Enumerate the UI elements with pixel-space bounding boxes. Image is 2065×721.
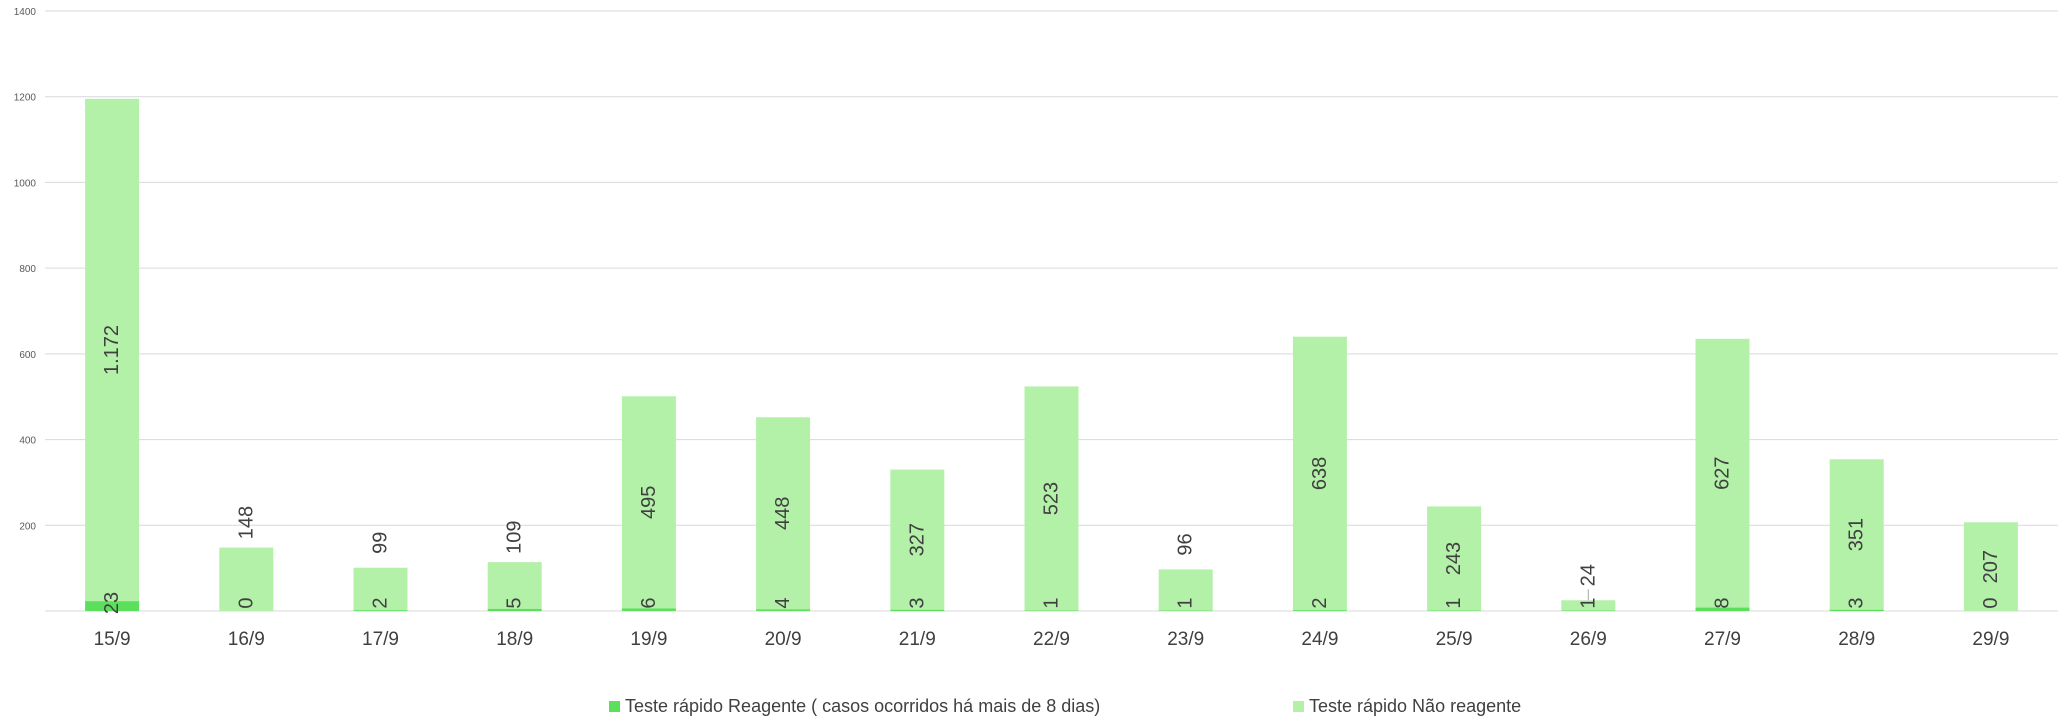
data-label-nao-reagente: 96 <box>1175 533 1197 555</box>
data-label-reagente: 1 <box>1175 597 1197 608</box>
data-label-nao-reagente: 99 <box>370 532 392 554</box>
bar-nao-reagente <box>1561 600 1616 611</box>
bar-reagente <box>1829 609 1884 611</box>
data-label-nao-reagente: 627 <box>1712 457 1734 490</box>
bar-nao-reagente <box>890 469 945 610</box>
data-label-nao-reagente: 148 <box>235 506 257 539</box>
data-label-nao-reagente: 523 <box>1041 482 1063 515</box>
x-tick-label: 21/9 <box>899 629 936 650</box>
data-label-reagente: 4 <box>772 597 794 608</box>
legend-item-reagente: Teste rápido Reagente ( casos ocorridos … <box>609 696 1100 717</box>
bar-nao-reagente <box>621 396 676 609</box>
data-label-reagente: 0 <box>1980 597 2002 608</box>
x-tick-label: 15/9 <box>94 629 131 650</box>
bar-reagente <box>1292 610 1347 611</box>
data-label-reagente: 1 <box>1443 597 1465 608</box>
x-tick-label: 27/9 <box>1704 629 1741 650</box>
bar-reagente <box>1695 607 1750 611</box>
bar-nao-reagente <box>1292 336 1347 611</box>
y-tick-label: 1400 <box>14 7 37 18</box>
bar-reagente <box>621 608 676 611</box>
data-label-reagente: 2 <box>1309 597 1331 608</box>
bar-reagente <box>756 609 811 611</box>
legend-swatch-reagente <box>609 701 620 712</box>
y-tick-label: 600 <box>19 350 36 361</box>
data-label-nao-reagente: 207 <box>1980 550 2002 583</box>
x-tick-label: 16/9 <box>228 629 265 650</box>
bar-nao-reagente <box>1024 386 1079 611</box>
x-tick-label: 22/9 <box>1033 629 1070 650</box>
data-label-reagente: 2 <box>370 597 392 608</box>
bar-nao-reagente <box>1963 522 2018 611</box>
y-tick-label: 200 <box>19 521 36 532</box>
legend-label-nao-reagente: Teste rápido Não reagente <box>1309 696 1522 716</box>
data-label-reagente: 3 <box>906 597 928 608</box>
data-label-nao-reagente: 327 <box>906 523 928 556</box>
data-label-nao-reagente: 495 <box>638 486 660 519</box>
bar-nao-reagente <box>353 567 408 611</box>
x-tick-label: 20/9 <box>765 629 802 650</box>
x-tick-label: 23/9 <box>1167 629 1204 650</box>
legend-item-nao-reagente: Teste rápido Não reagente <box>1293 696 1521 717</box>
bar-nao-reagente <box>1158 569 1213 611</box>
x-tick-label: 17/9 <box>362 629 399 650</box>
data-label-nao-reagente: 109 <box>504 520 526 553</box>
data-label-reagente: 8 <box>1712 597 1734 608</box>
data-label-nao-reagente: 24 <box>1577 564 1599 586</box>
y-tick-label: 800 <box>19 264 36 275</box>
bar-nao-reagente <box>85 98 140 602</box>
bar-nao-reagente <box>219 547 274 611</box>
x-tick-label: 29/9 <box>1972 629 2009 650</box>
bar-reagente <box>85 601 140 611</box>
data-label-nao-reagente: 351 <box>1846 518 1868 551</box>
data-label-nao-reagente: 1.172 <box>101 325 123 375</box>
bar-reagente <box>353 610 408 611</box>
data-label-reagente: 0 <box>235 597 257 608</box>
y-tick-label: 1200 <box>14 93 37 104</box>
x-tick-label: 24/9 <box>1301 629 1338 650</box>
data-label-reagente: 23 <box>101 592 123 614</box>
data-label-reagente: 1 <box>1577 597 1599 608</box>
bar-nao-reagente <box>1427 506 1482 611</box>
legend-swatch-nao-reagente <box>1293 701 1304 712</box>
bar-nao-reagente <box>487 562 542 609</box>
y-tick-label: 400 <box>19 436 36 447</box>
bar-nao-reagente <box>1695 338 1750 608</box>
data-label-reagente: 6 <box>638 597 660 608</box>
data-label-nao-reagente: 243 <box>1443 542 1465 575</box>
data-label-reagente: 3 <box>1846 597 1868 608</box>
x-tick-label: 26/9 <box>1570 629 1607 650</box>
bar-nao-reagente <box>1829 459 1884 610</box>
bar-chart: 14001200100080060040020015/91.1722316/91… <box>14 7 2058 650</box>
data-label-nao-reagente: 448 <box>772 497 794 530</box>
x-tick-label: 19/9 <box>630 629 667 650</box>
legend-label-reagente: Teste rápido Reagente ( casos ocorridos … <box>625 696 1101 716</box>
data-label-reagente: 5 <box>504 597 526 608</box>
bar-reagente <box>487 608 542 611</box>
x-tick-label: 28/9 <box>1838 629 1875 650</box>
y-tick-label: 1000 <box>14 178 37 189</box>
bar-nao-reagente <box>756 417 811 610</box>
bar-reagente <box>890 609 945 611</box>
x-tick-label: 25/9 <box>1436 629 1473 650</box>
x-tick-label: 18/9 <box>496 629 533 650</box>
legend: Teste rápido Reagente ( casos ocorridos … <box>0 696 2065 720</box>
data-label-nao-reagente: 638 <box>1309 457 1331 490</box>
data-label-reagente: 1 <box>1041 597 1063 608</box>
